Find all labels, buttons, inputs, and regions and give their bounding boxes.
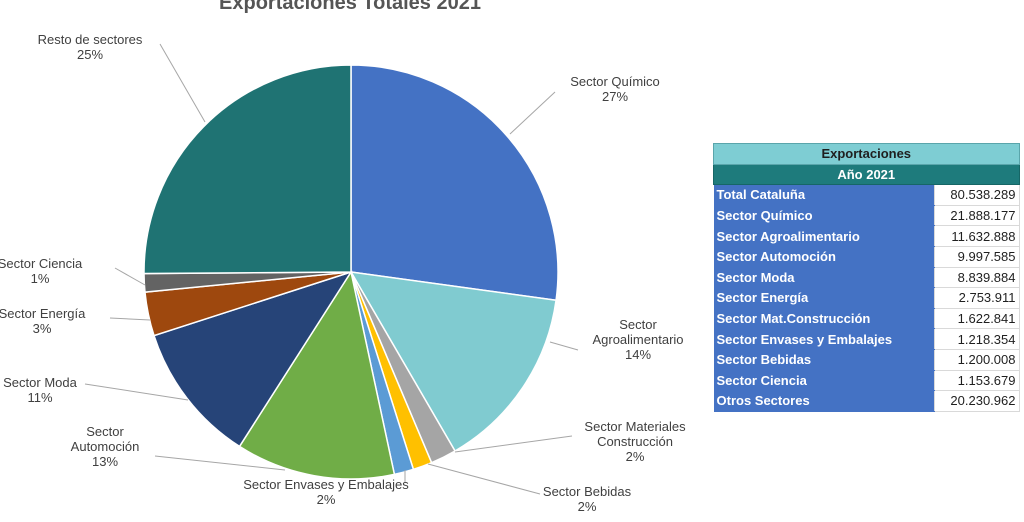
table-header-year: Año 2021 bbox=[713, 163, 1020, 186]
table-row: Sector Bebidas 1.200.008 bbox=[713, 348, 1020, 371]
table-cell-value: 20.230.962 bbox=[933, 390, 1020, 412]
leader-line-sector-bebidas bbox=[427, 463, 541, 495]
pie-slice-sector-moda bbox=[153, 270, 353, 448]
data-label-sector-automocion: Sector Automoción 13% bbox=[71, 424, 140, 469]
pie-slice-sector-agroalimentario bbox=[349, 271, 557, 452]
table-cell-value: 80.538.289 bbox=[933, 184, 1020, 206]
data-label-sector-quimico: Sector Químico 27% bbox=[570, 74, 660, 104]
pie-slice-resto-de-sectores bbox=[143, 64, 352, 275]
exports-table: Exportaciones Año 2021 Total Cataluña 80.… bbox=[713, 143, 1020, 412]
data-label-line: Sector Materiales bbox=[584, 419, 686, 434]
table-row: Otros Sectores 20.230.962 bbox=[713, 390, 1020, 412]
table-row: Total Cataluña 80.538.289 bbox=[713, 184, 1020, 206]
table-cell-value: 1.153.679 bbox=[933, 369, 1020, 392]
data-label-line: Sector Ciencia bbox=[0, 256, 83, 271]
data-label-sector-moda: Sector Moda 11% bbox=[3, 375, 77, 405]
table-subheader-row: Año 2021 bbox=[713, 163, 1020, 186]
data-label-line: 3% bbox=[33, 321, 52, 336]
data-label-sector-bebidas: Sector Bebidas 2% bbox=[543, 484, 632, 514]
data-label-sector-energia: Sector Energía 3% bbox=[0, 306, 86, 336]
table-header-row: Exportaciones bbox=[713, 143, 1020, 165]
data-label-line: Automoción bbox=[71, 439, 140, 454]
table-row: Sector Envases y Embalajes 1.218.354 bbox=[713, 328, 1020, 350]
table-cell-value: 1.200.008 bbox=[933, 348, 1020, 371]
data-label-line: Sector Energía bbox=[0, 306, 86, 321]
data-label-line: 2% bbox=[578, 499, 597, 514]
table-header-exportaciones: Exportaciones bbox=[713, 143, 1020, 165]
data-label-line: Sector Químico bbox=[570, 74, 660, 89]
leader-line-sector-automocion bbox=[154, 455, 286, 471]
table-row: Sector Automoción 9.997.585 bbox=[713, 245, 1020, 268]
leader-line-sector-materiales-construccion bbox=[454, 435, 573, 453]
table-cell-label: Total Cataluña bbox=[713, 184, 934, 206]
data-label-line: 25% bbox=[77, 47, 103, 62]
data-label-line: Sector bbox=[86, 424, 124, 439]
table-cell-label: Sector Envases y Embalajes bbox=[713, 328, 934, 350]
table-row: Sector Químico 21.888.177 bbox=[713, 204, 1020, 227]
leader-line-sector-ciencia bbox=[114, 267, 146, 286]
data-label-line: 2% bbox=[317, 492, 336, 507]
table-body: Total Cataluña 80.538.289 Sector Químico 21… bbox=[713, 184, 1020, 412]
table-cell-label: Sector Mat.Construcción bbox=[713, 308, 934, 330]
table-cell-label: Sector Energía bbox=[713, 287, 934, 309]
data-label-line: 1% bbox=[31, 271, 50, 286]
table-row: Sector Ciencia 1.153.679 bbox=[713, 369, 1020, 392]
table-cell-label: Sector Automoción bbox=[713, 246, 934, 268]
pie-slice-sector-automocion bbox=[238, 270, 396, 480]
data-label-sector-ciencia: Sector Ciencia 1% bbox=[0, 256, 83, 286]
table-cell-value: 1.622.841 bbox=[933, 307, 1020, 330]
data-label-line: 11% bbox=[27, 390, 52, 405]
data-label-sector-envases-y-embalajes: Sector Envases y Embalajes 2% bbox=[243, 477, 409, 507]
data-label-sector-agroalimentario: Sector Agroalimentario 14% bbox=[592, 317, 683, 362]
data-label-line: 2% bbox=[626, 449, 645, 464]
leader-line-sector-moda bbox=[84, 383, 189, 401]
leader-line-sector-energia bbox=[109, 317, 151, 321]
table-cell-value: 9.997.585 bbox=[933, 245, 1020, 268]
data-label-sector-materiales-construccion: Sector Materiales Construcción 2% bbox=[584, 419, 686, 464]
data-label-line: Sector bbox=[619, 317, 657, 332]
table-cell-label: Otros Sectores bbox=[713, 390, 934, 412]
data-label-line: Resto de sectores bbox=[38, 32, 143, 47]
data-label-resto-de-sectores: Resto de sectores 25% bbox=[38, 32, 143, 62]
pie-slice-sector-quimico bbox=[350, 64, 559, 302]
data-label-line: Sector Moda bbox=[3, 375, 77, 390]
data-label-line: Agroalimentario bbox=[592, 332, 683, 347]
data-label-line: 13% bbox=[92, 454, 118, 469]
table-cell-value: 8.839.884 bbox=[933, 266, 1020, 289]
leader-line-resto-de-sectores bbox=[159, 43, 206, 123]
data-label-line: Construcción bbox=[597, 434, 673, 449]
table-cell-label: Sector Químico bbox=[713, 205, 934, 227]
leader-line-sector-agroalimentario bbox=[549, 341, 579, 351]
table-cell-value: 11.632.888 bbox=[933, 225, 1020, 247]
table-cell-value: 1.218.354 bbox=[933, 328, 1020, 350]
table-row: Sector Mat.Construcción 1.622.841 bbox=[713, 307, 1020, 330]
table-row: Sector Energía 2.753.911 bbox=[713, 287, 1020, 309]
data-label-line: Sector Envases y Embalajes bbox=[243, 477, 409, 492]
data-label-line: Sector Bebidas bbox=[543, 484, 632, 499]
table-cell-label: Sector Agroalimentario bbox=[713, 225, 934, 247]
table-cell-value: 21.888.177 bbox=[933, 204, 1020, 227]
table-cell-value: 2.753.911 bbox=[933, 287, 1020, 309]
table-row: Sector Agroalimentario 11.632.888 bbox=[713, 225, 1020, 247]
leader-line-sector-quimico bbox=[509, 91, 556, 135]
table-cell-label: Sector Moda bbox=[713, 267, 934, 289]
table-cell-label: Sector Bebidas bbox=[713, 349, 934, 371]
chart-title: Exportaciones Totales 2021 bbox=[219, 0, 481, 14]
data-label-line: 27% bbox=[602, 89, 628, 104]
table-row: Sector Moda 8.839.884 bbox=[713, 266, 1020, 289]
table-cell-label: Sector Ciencia bbox=[713, 370, 934, 392]
data-label-line: 14% bbox=[625, 347, 651, 362]
